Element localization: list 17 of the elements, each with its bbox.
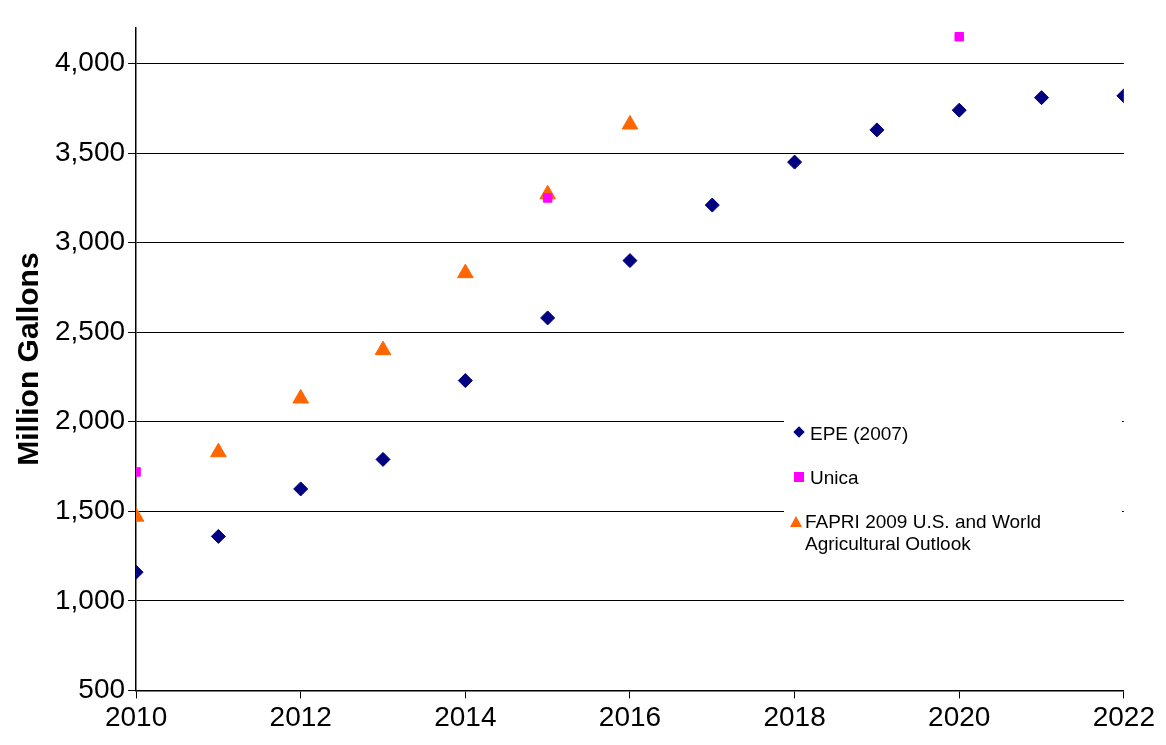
y-axis-title: Million Gallons — [11, 252, 45, 466]
x-tick-label: 2014 — [434, 700, 497, 732]
y-tick-label: 3,500 — [54, 135, 126, 167]
y-tick-label: 4,000 — [54, 46, 126, 78]
x-tick-label: 2018 — [763, 700, 826, 732]
x-tick-label: 2020 — [928, 700, 991, 732]
x-tick-label: 2022 — [1092, 700, 1155, 732]
x-tick-label: 2012 — [269, 700, 332, 732]
y-tick-label: 2,500 — [54, 314, 126, 346]
legend-label: Unica — [810, 467, 859, 489]
legend-label: EPE (2007) — [810, 423, 909, 445]
legend-label: FAPRI 2009 U.S. and World Agricultural Outlook — [804, 511, 1043, 555]
y-tick-label: 3,000 — [54, 225, 126, 257]
y-tick-label: 1,500 — [54, 494, 126, 526]
y-tick-label: 1,000 — [54, 583, 126, 615]
x-tick-label: 2016 — [598, 700, 662, 732]
y-tick-label: 2,000 — [54, 404, 126, 436]
